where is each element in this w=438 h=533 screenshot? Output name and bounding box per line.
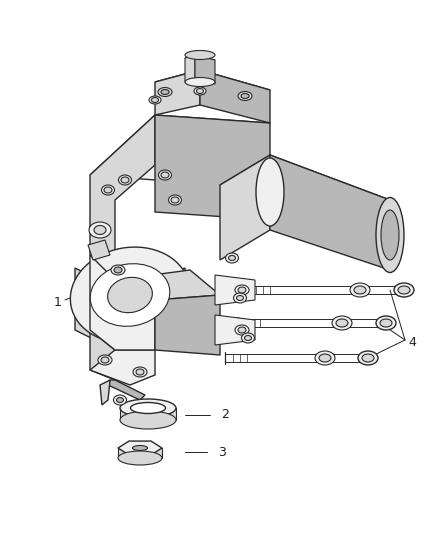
Ellipse shape bbox=[90, 264, 170, 326]
Polygon shape bbox=[185, 55, 215, 63]
Polygon shape bbox=[195, 55, 215, 84]
Ellipse shape bbox=[133, 446, 148, 450]
Ellipse shape bbox=[152, 98, 159, 102]
Ellipse shape bbox=[185, 77, 215, 86]
Ellipse shape bbox=[350, 283, 370, 297]
Ellipse shape bbox=[362, 354, 374, 362]
Ellipse shape bbox=[171, 197, 179, 203]
Ellipse shape bbox=[149, 96, 161, 104]
Polygon shape bbox=[100, 380, 110, 405]
Ellipse shape bbox=[376, 316, 396, 330]
Polygon shape bbox=[90, 255, 155, 350]
Ellipse shape bbox=[319, 354, 331, 362]
Polygon shape bbox=[120, 408, 176, 420]
Ellipse shape bbox=[111, 265, 125, 275]
Ellipse shape bbox=[161, 172, 169, 178]
Ellipse shape bbox=[233, 293, 247, 303]
Ellipse shape bbox=[354, 286, 366, 294]
Ellipse shape bbox=[238, 287, 246, 293]
Polygon shape bbox=[155, 295, 220, 355]
Ellipse shape bbox=[237, 295, 244, 301]
Ellipse shape bbox=[119, 175, 131, 185]
Text: 2: 2 bbox=[221, 408, 229, 422]
Text: 4: 4 bbox=[408, 335, 416, 349]
Text: 1: 1 bbox=[54, 296, 62, 310]
Ellipse shape bbox=[256, 158, 284, 226]
Polygon shape bbox=[118, 448, 162, 458]
Polygon shape bbox=[155, 70, 270, 103]
Polygon shape bbox=[90, 115, 270, 185]
Ellipse shape bbox=[238, 327, 246, 333]
Text: 3: 3 bbox=[218, 446, 226, 458]
Polygon shape bbox=[90, 330, 115, 380]
Ellipse shape bbox=[117, 398, 124, 402]
Ellipse shape bbox=[235, 325, 249, 335]
Ellipse shape bbox=[336, 319, 348, 327]
Ellipse shape bbox=[158, 87, 172, 96]
Polygon shape bbox=[215, 275, 255, 305]
Ellipse shape bbox=[136, 369, 144, 375]
Ellipse shape bbox=[194, 87, 206, 95]
Ellipse shape bbox=[118, 451, 162, 465]
Polygon shape bbox=[220, 155, 270, 260]
Polygon shape bbox=[270, 155, 390, 270]
Polygon shape bbox=[115, 268, 185, 350]
Ellipse shape bbox=[226, 253, 239, 263]
Ellipse shape bbox=[332, 316, 352, 330]
Ellipse shape bbox=[315, 351, 335, 365]
Ellipse shape bbox=[161, 90, 169, 94]
Ellipse shape bbox=[120, 399, 176, 417]
Ellipse shape bbox=[131, 402, 166, 414]
Polygon shape bbox=[220, 155, 390, 230]
Ellipse shape bbox=[185, 51, 215, 60]
Ellipse shape bbox=[229, 255, 236, 261]
Polygon shape bbox=[88, 240, 110, 260]
Ellipse shape bbox=[358, 351, 378, 365]
Ellipse shape bbox=[133, 367, 147, 377]
Ellipse shape bbox=[376, 198, 404, 272]
Ellipse shape bbox=[398, 286, 410, 294]
Ellipse shape bbox=[197, 88, 204, 93]
Ellipse shape bbox=[113, 395, 127, 405]
Ellipse shape bbox=[241, 93, 249, 99]
Ellipse shape bbox=[380, 319, 392, 327]
Polygon shape bbox=[90, 350, 155, 385]
Polygon shape bbox=[185, 55, 195, 82]
Ellipse shape bbox=[241, 333, 254, 343]
Polygon shape bbox=[108, 380, 145, 400]
Ellipse shape bbox=[159, 170, 172, 180]
Polygon shape bbox=[118, 441, 162, 455]
Ellipse shape bbox=[381, 210, 399, 260]
Polygon shape bbox=[215, 315, 255, 345]
Ellipse shape bbox=[101, 357, 109, 363]
Polygon shape bbox=[155, 70, 200, 115]
Ellipse shape bbox=[89, 222, 111, 238]
Ellipse shape bbox=[120, 411, 176, 429]
Polygon shape bbox=[200, 70, 270, 123]
Polygon shape bbox=[115, 270, 220, 300]
Polygon shape bbox=[90, 115, 155, 280]
Ellipse shape bbox=[71, 247, 190, 343]
Polygon shape bbox=[155, 115, 270, 220]
Ellipse shape bbox=[98, 355, 112, 365]
Ellipse shape bbox=[94, 225, 106, 235]
Polygon shape bbox=[75, 268, 115, 350]
Ellipse shape bbox=[102, 185, 114, 195]
Ellipse shape bbox=[244, 335, 251, 341]
Ellipse shape bbox=[121, 177, 129, 183]
Ellipse shape bbox=[108, 277, 152, 313]
Ellipse shape bbox=[104, 187, 112, 193]
Ellipse shape bbox=[169, 195, 181, 205]
Ellipse shape bbox=[394, 283, 414, 297]
Ellipse shape bbox=[238, 92, 252, 101]
Ellipse shape bbox=[235, 285, 249, 295]
Ellipse shape bbox=[114, 267, 122, 273]
